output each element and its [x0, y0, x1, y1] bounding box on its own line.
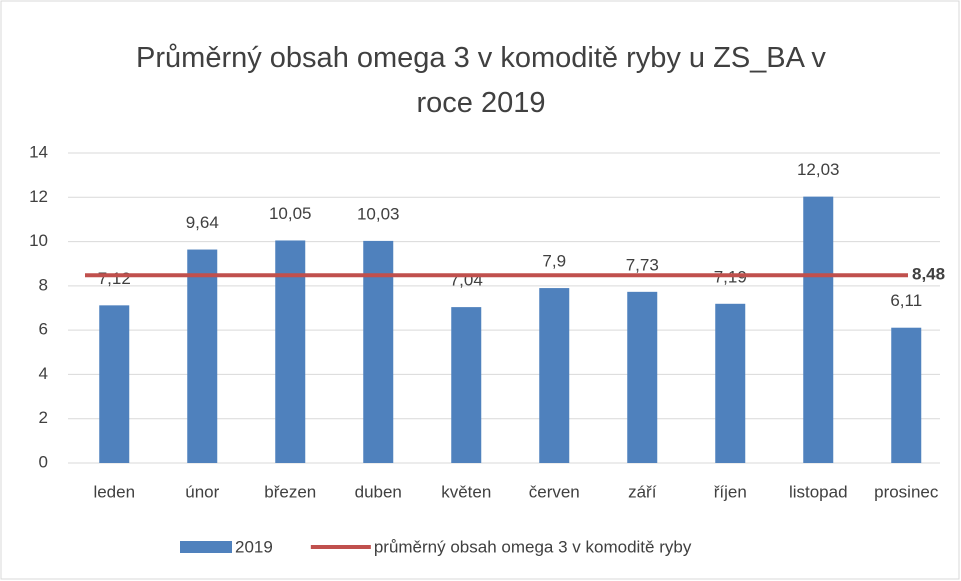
- x-tick-label: červen: [529, 482, 580, 501]
- x-tick-label: říjen: [714, 482, 747, 501]
- data-label: 9,64: [186, 213, 219, 232]
- x-tick-label: září: [628, 482, 657, 501]
- data-label: 12,03: [797, 160, 840, 179]
- bar: [451, 307, 482, 463]
- x-tick-label: březen: [264, 482, 316, 501]
- y-tick-label: 2: [39, 408, 48, 427]
- bar: [627, 291, 658, 463]
- y-tick-label: 0: [39, 452, 48, 471]
- y-tick-label: 10: [29, 231, 48, 250]
- data-label: 7,73: [626, 255, 659, 274]
- x-tick-label: listopad: [789, 482, 848, 501]
- bar: [715, 303, 746, 463]
- data-label: 10,03: [357, 204, 400, 223]
- y-tick-label: 6: [39, 320, 48, 339]
- y-tick-label: 8: [39, 275, 48, 294]
- bar: [539, 288, 570, 463]
- y-tick-label: 12: [29, 187, 48, 206]
- x-tick-label: únor: [185, 482, 219, 501]
- legend-label: průměrný obsah omega 3 v komoditě ryby: [374, 537, 692, 556]
- data-label: 7,9: [542, 252, 566, 271]
- bar: [891, 327, 922, 463]
- x-tick-label: květen: [441, 482, 491, 501]
- data-label: 6,11: [890, 291, 922, 310]
- bar: [363, 240, 394, 463]
- data-label: 10,05: [269, 204, 312, 223]
- bar: [99, 305, 130, 463]
- x-tick-label: prosinec: [874, 482, 939, 501]
- legend-swatch: [180, 541, 232, 553]
- x-tick-label: leden: [93, 482, 135, 501]
- bar: [803, 196, 834, 463]
- reference-label: 8,48: [912, 265, 945, 284]
- y-tick-label: 14: [29, 142, 48, 161]
- x-tick-label: duben: [355, 482, 402, 501]
- chart-title: Průměrný obsah omega 3 v komoditě ryby u…: [136, 42, 826, 119]
- bar: [187, 249, 218, 463]
- bar: [275, 240, 306, 463]
- y-tick-label: 4: [39, 364, 48, 383]
- legend-label: 2019: [235, 537, 273, 556]
- data-label: 7,12: [98, 269, 131, 288]
